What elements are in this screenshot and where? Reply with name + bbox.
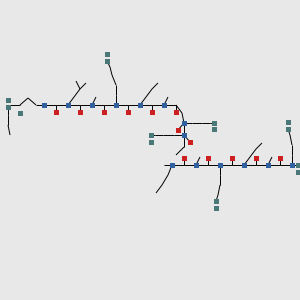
Bar [53, 110, 58, 115]
Bar [212, 121, 217, 125]
Bar [17, 110, 22, 116]
Bar [65, 103, 70, 107]
Bar [194, 163, 199, 167]
Bar [182, 133, 187, 137]
Bar [41, 103, 46, 107]
Bar [278, 155, 283, 160]
Bar [242, 163, 247, 167]
Bar [214, 199, 218, 203]
Bar [182, 155, 187, 160]
Bar [212, 127, 217, 131]
Bar [104, 58, 110, 64]
Bar [89, 103, 94, 107]
Bar [161, 103, 166, 107]
Bar [214, 206, 218, 211]
Bar [230, 155, 235, 160]
Bar [188, 140, 193, 145]
Bar [286, 119, 290, 124]
Bar [173, 110, 178, 115]
Bar [176, 128, 181, 133]
Bar [101, 110, 106, 115]
Bar [5, 104, 10, 110]
Bar [148, 140, 154, 145]
Bar [125, 110, 130, 115]
Bar [137, 103, 142, 107]
Bar [113, 103, 119, 107]
Bar [5, 98, 10, 103]
Bar [286, 127, 290, 131]
Bar [206, 155, 211, 160]
Bar [182, 121, 187, 125]
Bar [169, 163, 175, 167]
Bar [296, 169, 300, 175]
Bar [149, 110, 154, 115]
Bar [77, 110, 83, 115]
Bar [104, 52, 110, 56]
Bar [148, 133, 154, 137]
Bar [290, 163, 295, 167]
Bar [254, 155, 259, 160]
Bar [296, 163, 300, 167]
Bar [218, 163, 223, 167]
Bar [266, 163, 271, 167]
